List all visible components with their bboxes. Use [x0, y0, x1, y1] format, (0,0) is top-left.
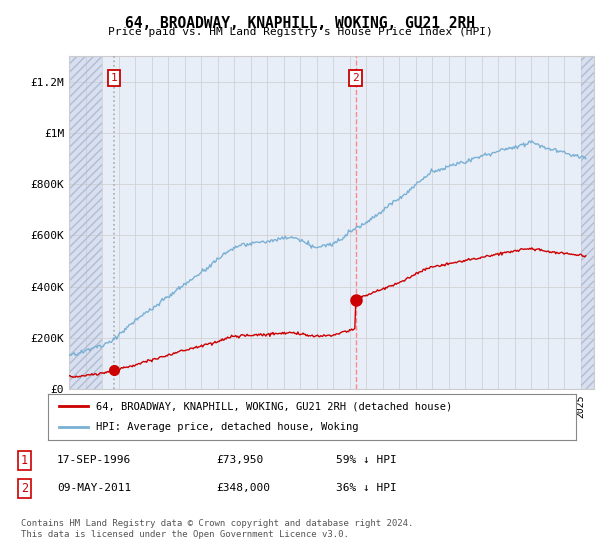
Text: 1: 1 [110, 73, 117, 83]
Text: £348,000: £348,000 [216, 483, 270, 493]
Text: 36% ↓ HPI: 36% ↓ HPI [336, 483, 397, 493]
Text: Contains HM Land Registry data © Crown copyright and database right 2024.
This d: Contains HM Land Registry data © Crown c… [21, 520, 413, 539]
Text: HPI: Average price, detached house, Woking: HPI: Average price, detached house, Woki… [95, 422, 358, 432]
Text: 59% ↓ HPI: 59% ↓ HPI [336, 455, 397, 465]
Text: 64, BROADWAY, KNAPHILL, WOKING, GU21 2RH: 64, BROADWAY, KNAPHILL, WOKING, GU21 2RH [125, 16, 475, 31]
Text: 2: 2 [352, 73, 359, 83]
Text: 64, BROADWAY, KNAPHILL, WOKING, GU21 2RH (detached house): 64, BROADWAY, KNAPHILL, WOKING, GU21 2RH… [95, 401, 452, 411]
Text: 2: 2 [21, 482, 28, 495]
Bar [69, 56, 102, 389]
Text: 17-SEP-1996: 17-SEP-1996 [57, 455, 131, 465]
Text: Price paid vs. HM Land Registry's House Price Index (HPI): Price paid vs. HM Land Registry's House … [107, 27, 493, 37]
Bar [581, 56, 594, 389]
Bar [581, 56, 594, 389]
Text: £73,950: £73,950 [216, 455, 263, 465]
Text: 09-MAY-2011: 09-MAY-2011 [57, 483, 131, 493]
Text: 1: 1 [21, 454, 28, 467]
Bar [69, 56, 102, 389]
